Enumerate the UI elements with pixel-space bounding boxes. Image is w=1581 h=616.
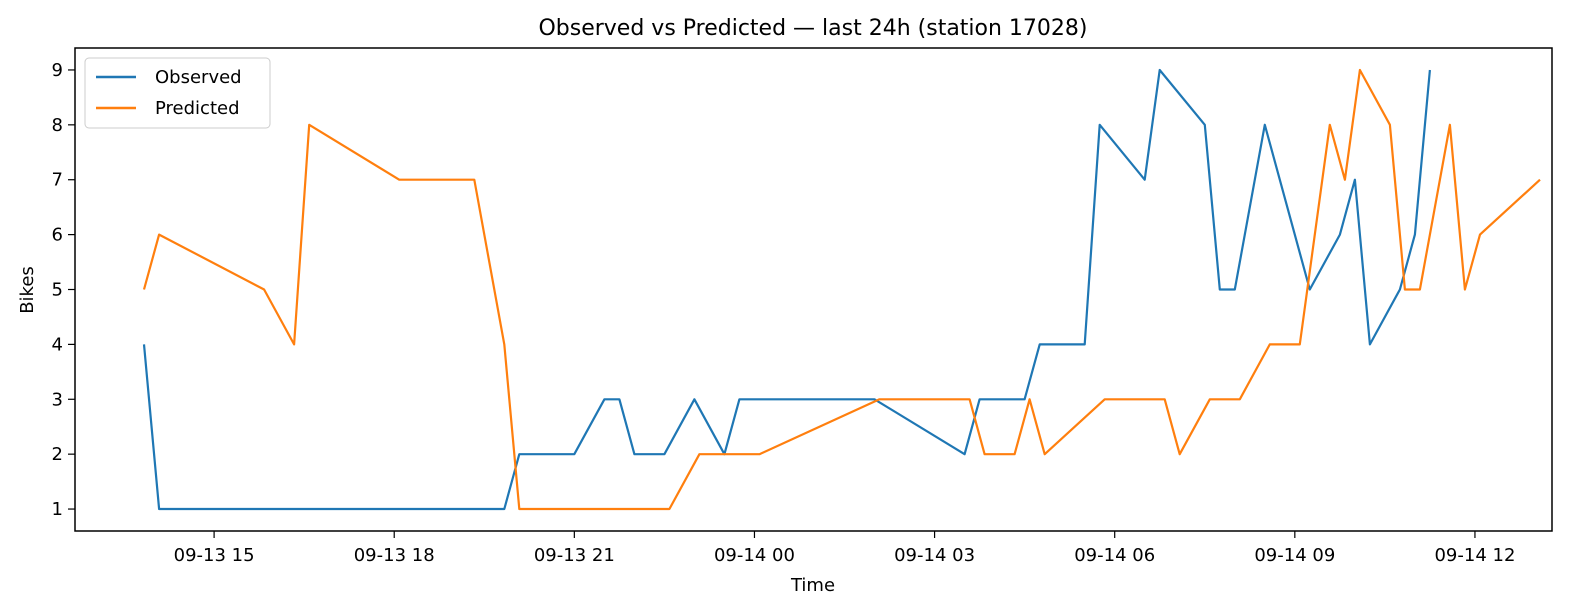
x-tick-label-6: 09-14 09: [1254, 545, 1335, 566]
x-tick-label-4: 09-14 03: [894, 545, 975, 566]
series-line-predicted: [142, 68, 1541, 511]
data-point-observed-5: [603, 398, 606, 401]
data-point-observed-14: [978, 398, 981, 401]
data-point-observed-29: [1398, 288, 1401, 291]
data-point-observed-15: [1023, 398, 1026, 401]
data-point-observed-11: [738, 398, 741, 401]
y-tick-label-0: 1: [52, 499, 63, 520]
data-point-predicted-30: [1418, 288, 1421, 291]
data-point-observed-0: [143, 343, 146, 346]
x-tick-label-3: 09-14 00: [714, 545, 795, 566]
data-point-predicted-21: [1208, 398, 1211, 401]
data-point-observed-8: [663, 453, 666, 456]
data-point-observed-18: [1098, 123, 1101, 126]
y-axis-label: Bikes: [17, 266, 38, 314]
data-point-observed-25: [1308, 288, 1311, 291]
data-point-observed-27: [1353, 178, 1356, 181]
data-point-predicted-24: [1298, 343, 1301, 346]
data-point-observed-3: [518, 453, 521, 456]
x-tick-label-7: 09-14 12: [1434, 545, 1515, 566]
data-point-predicted-6: [473, 178, 476, 181]
series-line-observed: [142, 68, 1431, 511]
data-point-predicted-5: [398, 178, 401, 181]
legend: Observed Predicted: [84, 57, 271, 129]
x-axis: 09-13 15 09-13 18 09-13 21 09-14 00 09-14 03…: [174, 531, 1515, 566]
y-axis: 1 2 3 4 5 6 7 8 9: [52, 60, 75, 520]
data-point-observed-31: [1428, 69, 1431, 72]
data-point-predicted-11: [758, 453, 761, 456]
data-point-predicted-3: [293, 343, 296, 346]
data-point-predicted-19: [1163, 398, 1166, 401]
data-point-observed-16: [1038, 343, 1041, 346]
data-point-predicted-4: [308, 123, 311, 126]
data-point-observed-21: [1203, 123, 1206, 126]
data-point-observed-22: [1218, 288, 1221, 291]
data-point-predicted-15: [1013, 453, 1016, 456]
data-point-predicted-28: [1388, 123, 1391, 126]
data-point-observed-24: [1263, 123, 1266, 126]
data-point-predicted-32: [1463, 288, 1466, 291]
data-point-observed-26: [1338, 233, 1341, 236]
data-point-observed-17: [1083, 343, 1086, 346]
data-point-observed-4: [573, 453, 576, 456]
data-point-predicted-10: [698, 453, 701, 456]
data-point-observed-23: [1233, 288, 1236, 291]
data-point-predicted-26: [1343, 178, 1346, 181]
data-point-observed-13: [963, 453, 966, 456]
data-point-observed-9: [693, 398, 696, 401]
y-tick-label-4: 5: [52, 280, 63, 301]
legend-label-observed: Observed: [155, 67, 242, 88]
data-point-predicted-22: [1238, 398, 1241, 401]
data-point-predicted-8: [518, 508, 521, 511]
data-point-predicted-18: [1103, 398, 1106, 401]
data-point-predicted-9: [668, 508, 671, 511]
data-point-predicted-23: [1268, 343, 1271, 346]
x-tick-label-2: 09-13 21: [534, 545, 615, 566]
data-point-observed-28: [1368, 343, 1371, 346]
data-point-predicted-25: [1328, 123, 1331, 126]
data-point-observed-20: [1158, 69, 1161, 72]
plot-frame: [74, 47, 1553, 532]
data-point-predicted-34: [1539, 178, 1542, 181]
data-point-observed-2: [503, 508, 506, 511]
y-tick-label-8: 9: [52, 60, 63, 81]
data-point-observed-6: [618, 398, 621, 401]
x-axis-label: Time: [790, 575, 835, 596]
data-point-predicted-13: [968, 398, 971, 401]
data-point-predicted-29: [1403, 288, 1406, 291]
chart-title: Observed vs Predicted — last 24h (statio…: [538, 16, 1087, 41]
y-tick-label-2: 3: [52, 389, 63, 410]
data-point-predicted-0: [143, 288, 146, 291]
data-point-observed-1: [158, 508, 161, 511]
legend-box: [84, 57, 271, 129]
data-point-predicted-33: [1479, 233, 1482, 236]
data-point-predicted-14: [983, 453, 986, 456]
x-tick-label-1: 09-13 18: [354, 545, 435, 566]
data-point-predicted-16: [1028, 398, 1031, 401]
data-point-predicted-1: [158, 233, 161, 236]
y-tick-label-3: 4: [52, 334, 63, 355]
x-tick-label-5: 09-14 06: [1074, 545, 1155, 566]
data-point-predicted-2: [263, 288, 266, 291]
data-point-predicted-17: [1043, 453, 1046, 456]
legend-label-predicted: Predicted: [155, 98, 240, 119]
data-point-predicted-27: [1358, 69, 1361, 72]
data-point-observed-19: [1143, 178, 1146, 181]
data-point-predicted-31: [1448, 123, 1451, 126]
y-tick-label-1: 2: [52, 444, 63, 465]
plot-area: [142, 68, 1542, 511]
data-point-predicted-7: [503, 343, 506, 346]
data-point-predicted-20: [1178, 453, 1181, 456]
y-tick-label-6: 7: [52, 170, 63, 191]
y-tick-label-5: 6: [52, 225, 63, 246]
data-point-predicted-12: [878, 398, 881, 401]
y-tick-label-7: 8: [52, 115, 63, 136]
x-tick-label-0: 09-13 15: [174, 545, 255, 566]
data-point-observed-30: [1413, 233, 1416, 236]
data-point-observed-7: [633, 453, 636, 456]
